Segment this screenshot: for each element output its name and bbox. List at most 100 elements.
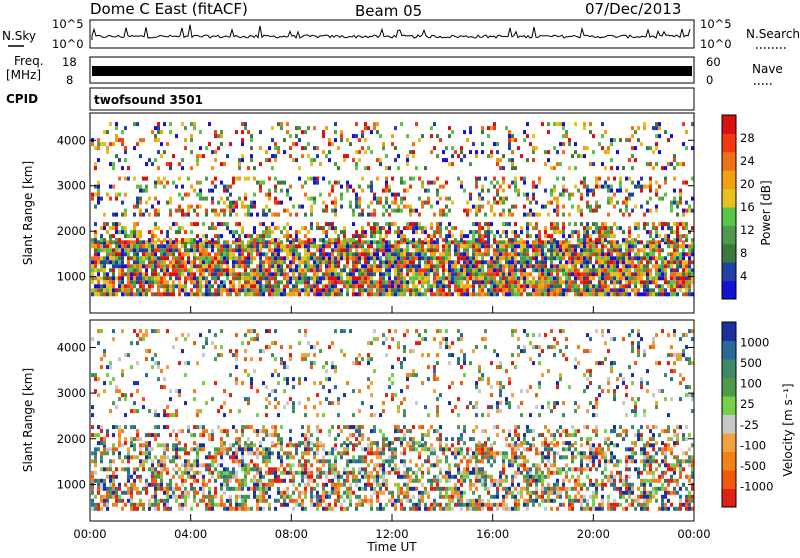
power-cell	[241, 252, 244, 256]
power-cell	[607, 260, 610, 264]
power-cell	[277, 248, 280, 252]
velocity-cell	[259, 487, 262, 491]
power-cell	[463, 288, 466, 292]
velocity-cell	[238, 437, 241, 441]
velocity-cell	[268, 483, 271, 487]
velocity-cell	[262, 437, 265, 441]
power-cell	[313, 260, 316, 264]
power-cell	[415, 244, 418, 248]
power-cell	[274, 272, 277, 276]
power-cell	[538, 276, 541, 280]
velocity-cell	[265, 433, 268, 437]
power-cell	[220, 284, 223, 288]
power-cell	[445, 238, 448, 242]
velocity-cell	[124, 353, 127, 357]
power-cell	[283, 288, 286, 292]
power-cell	[553, 288, 556, 292]
power-cell	[265, 150, 268, 154]
velocity-cell	[214, 491, 217, 495]
velocity-cell	[262, 475, 265, 479]
power-cell	[520, 288, 523, 292]
velocity-cell	[241, 447, 244, 451]
power-cell	[388, 205, 391, 209]
velocity-cell	[94, 463, 97, 467]
power-cell	[484, 260, 487, 264]
power-cell	[211, 150, 214, 154]
power-cell	[226, 292, 229, 296]
velocity-cell	[103, 349, 106, 353]
power-cell	[544, 260, 547, 264]
power-cell	[334, 248, 337, 252]
power-cell	[136, 248, 139, 252]
power-cell	[607, 189, 610, 193]
power-cell	[442, 150, 445, 154]
power-cell	[502, 244, 505, 248]
power-cell	[538, 213, 541, 217]
power-cell	[496, 288, 499, 292]
power-cell	[667, 234, 670, 238]
velocity-cell	[139, 437, 142, 441]
power-cell	[121, 230, 124, 234]
power-cell	[550, 256, 553, 260]
power-cell	[505, 280, 508, 284]
velocity-cell	[118, 433, 121, 437]
power-cell	[196, 234, 199, 238]
power-cell	[583, 280, 586, 284]
power-cell	[487, 276, 490, 280]
power-cell	[541, 122, 544, 126]
power-cell	[154, 197, 157, 201]
power-cell	[337, 292, 340, 296]
power-cell	[505, 272, 508, 276]
power-cell	[592, 244, 595, 248]
velocity-cell	[244, 441, 247, 445]
power-cell	[238, 234, 241, 238]
power-cell	[421, 205, 424, 209]
velocity-cell	[211, 397, 214, 401]
power-cell	[502, 288, 505, 292]
power-cell	[118, 238, 121, 242]
velocity-cell	[250, 381, 253, 385]
power-cell	[523, 288, 526, 292]
power-cell	[244, 122, 247, 126]
power-cell	[496, 264, 499, 268]
power-cell	[256, 252, 259, 256]
power-cell	[409, 150, 412, 154]
power-cell	[547, 150, 550, 154]
power-cell	[244, 126, 247, 130]
velocity-cell	[280, 441, 283, 445]
power-cell	[313, 181, 316, 185]
velocity-cell	[109, 467, 112, 471]
power-cell	[586, 189, 589, 193]
power-cell	[232, 288, 235, 292]
power-cell	[358, 288, 361, 292]
power-cell	[106, 276, 109, 280]
power-cell	[175, 276, 178, 280]
power-cell	[463, 252, 466, 256]
power-cell	[583, 260, 586, 264]
power-cell	[325, 260, 328, 264]
velocity-cell	[148, 507, 151, 511]
power-cell	[457, 268, 460, 272]
power-cell	[502, 272, 505, 276]
power-cell	[259, 284, 262, 288]
power-cell	[190, 150, 193, 154]
power-cell	[310, 252, 313, 256]
power-cell	[427, 260, 430, 264]
power-cell	[565, 130, 568, 134]
power-cell	[172, 288, 175, 292]
velocity-cell	[232, 425, 235, 429]
velocity-cell	[232, 487, 235, 491]
velocity-cell	[112, 495, 115, 499]
power-cell	[190, 292, 193, 296]
velocity-cell	[175, 483, 178, 487]
power-cell	[157, 284, 160, 288]
velocity-cell	[112, 425, 115, 429]
power-cell	[562, 252, 565, 256]
power-cell	[547, 292, 550, 296]
power-cell	[673, 272, 676, 276]
power-cell	[196, 154, 199, 158]
velocity-cell	[100, 459, 103, 463]
velocity-cell	[256, 499, 259, 503]
power-cell	[682, 226, 685, 230]
velocity-cell	[127, 467, 130, 471]
